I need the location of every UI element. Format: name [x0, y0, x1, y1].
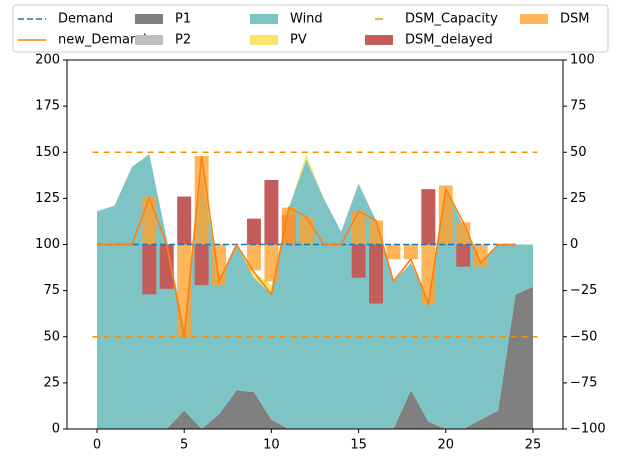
line: [96, 155, 516, 337]
y-tick-label: 75: [43, 283, 60, 298]
legend-swatch: [250, 14, 278, 24]
y2-tick-label: 0: [570, 237, 578, 252]
y-tick-label: 150: [35, 145, 60, 160]
bar: [421, 189, 436, 245]
bar: [369, 220, 384, 245]
bar: [456, 244, 471, 267]
legend-label: PV: [290, 33, 307, 48]
y2-tick-label: −25: [570, 283, 597, 298]
bar: [351, 244, 366, 278]
y2-tick-label: −50: [570, 329, 597, 344]
x-tick-label: 25: [525, 438, 542, 453]
bar: [177, 196, 192, 245]
y-tick-label: 125: [35, 191, 60, 206]
bar: [194, 244, 209, 286]
bar: [281, 207, 296, 245]
x-tick-label: 10: [263, 438, 280, 453]
x-tick-label: 20: [438, 438, 455, 453]
bar: [142, 244, 157, 295]
plot-area: [92, 151, 538, 429]
y2-tick-label: 50: [570, 145, 587, 160]
legend-label: P2: [175, 33, 191, 48]
y2-tick-label: −75: [570, 375, 597, 390]
y-tick-label: 100: [35, 237, 60, 252]
legend-swatch: [135, 14, 163, 24]
bar: [438, 185, 453, 245]
bar: [403, 244, 418, 260]
legend-swatch: [520, 14, 548, 24]
bar: [142, 196, 157, 245]
x-tick-label: 0: [93, 438, 101, 453]
y-tick-label: 175: [35, 99, 60, 114]
legend-label: new_Demand: [58, 33, 147, 48]
y2-tick-label: −100: [570, 422, 606, 437]
bar: [246, 244, 261, 271]
bar: [264, 179, 279, 245]
legend-swatch: [135, 35, 163, 45]
x-tick-label: 5: [180, 438, 188, 453]
legend-label: P1: [175, 12, 191, 27]
bar: [456, 222, 471, 245]
legend-label: DSM_Capacity: [405, 12, 498, 27]
y2-tick-label: 25: [570, 191, 587, 206]
legend-swatch: [250, 35, 278, 45]
legend-label: Wind: [290, 12, 323, 27]
y2-tick-label: 75: [570, 99, 587, 114]
bar: [351, 211, 366, 245]
y-tick-label: 50: [43, 329, 60, 344]
bar: [264, 244, 279, 282]
bar: [386, 244, 401, 260]
x-tick-label: 15: [350, 438, 367, 453]
legend-label: Demand: [58, 12, 113, 27]
y-tick-label: 25: [43, 375, 60, 390]
legend-label: DSM_delayed: [405, 33, 493, 48]
legend-label: DSM: [560, 12, 589, 27]
bar: [299, 216, 314, 245]
legend: Demand new_Demand P1 P2 Wind PV DSM_Capacity DS…: [18, 12, 589, 48]
bar: [159, 244, 174, 289]
bar: [246, 218, 261, 245]
bar: [421, 244, 436, 304]
legend-swatch: [365, 35, 393, 45]
y-tick-label: 200: [35, 53, 60, 68]
bar: [177, 244, 192, 337]
y-tick-label: 0: [52, 422, 60, 437]
bar: [473, 244, 488, 267]
y2-tick-label: 100: [570, 53, 595, 68]
bar: [369, 244, 384, 304]
